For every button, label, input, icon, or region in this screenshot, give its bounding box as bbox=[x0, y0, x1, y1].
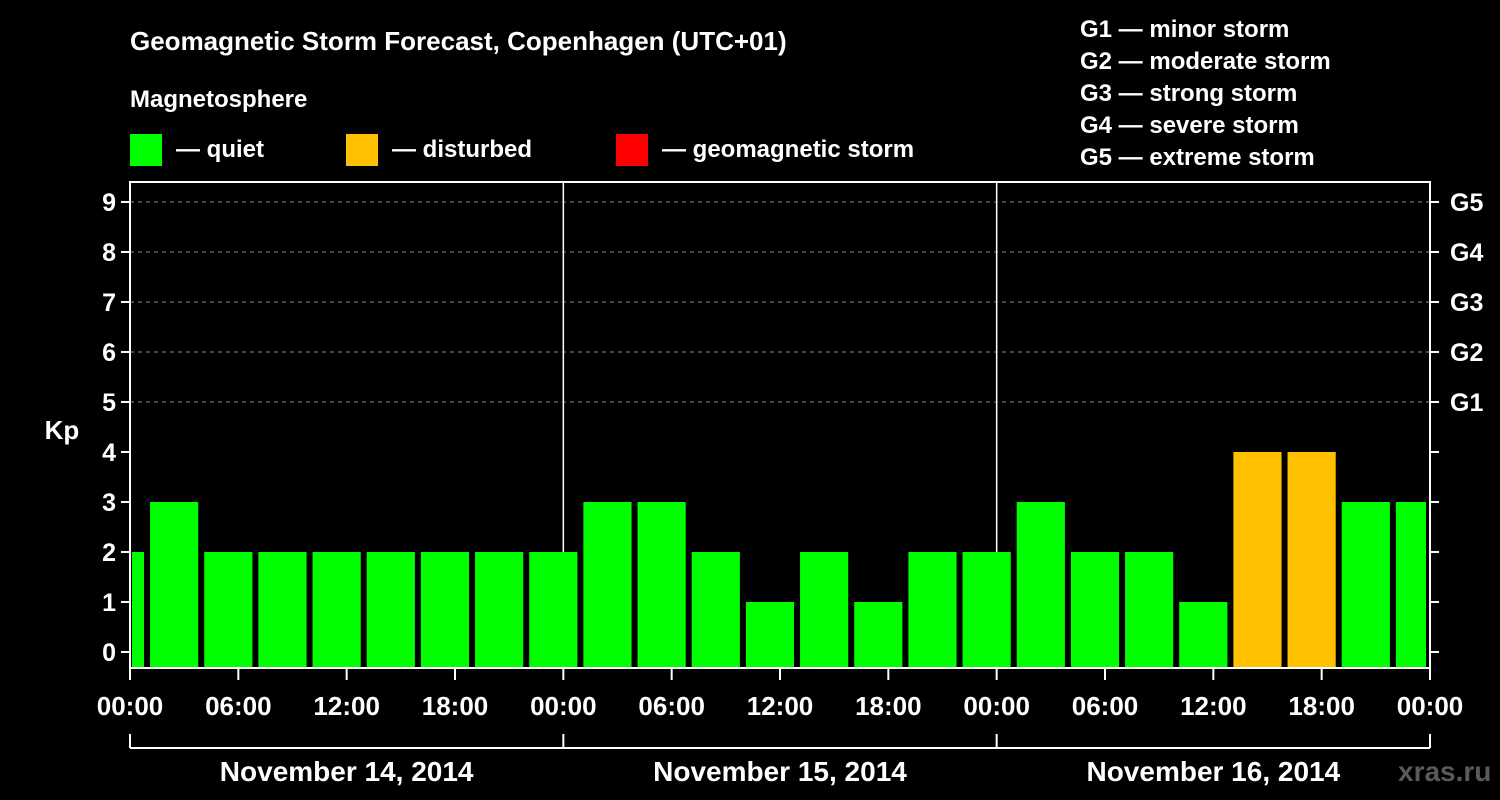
legend-swatch-quiet bbox=[130, 134, 162, 166]
y-tick-label-3: 3 bbox=[102, 489, 116, 517]
kp-bar-8 bbox=[529, 552, 578, 668]
axis-layer: 0 1 2 3 4 5 6 7 8 9 G1 G2 G3 G4 G5 00:00 06:00 12:00 18:00… bbox=[97, 181, 1483, 787]
y-tick-label-8: 8 bbox=[102, 239, 116, 267]
kp-bar-15 bbox=[908, 552, 957, 668]
y-tick-label-0: 0 bbox=[102, 639, 116, 667]
kp-bar-22 bbox=[1287, 452, 1336, 668]
kp-bar-10 bbox=[637, 502, 686, 668]
legend-disturbed: — disturbed bbox=[346, 133, 532, 167]
kp-bar-6 bbox=[420, 552, 470, 668]
storm-scale-g5: G5 — extreme storm bbox=[1080, 144, 1315, 171]
storm-scale-g4: G4 — severe storm bbox=[1080, 112, 1299, 139]
x-tick-label-6: 12:00 bbox=[747, 691, 814, 721]
bars-layer bbox=[132, 452, 1426, 668]
y-tick-label-6: 6 bbox=[102, 339, 116, 367]
legend-quiet: — quiet bbox=[130, 133, 264, 167]
kp-bar-3 bbox=[258, 552, 307, 668]
g-label-G4: G4 bbox=[1450, 239, 1483, 267]
x-tick-label-10: 12:00 bbox=[1180, 691, 1247, 721]
storm-scale-g1: G1 — minor storm bbox=[1080, 16, 1290, 43]
kp-bar-12 bbox=[745, 602, 795, 668]
legend-label-quiet: — quiet bbox=[176, 136, 264, 163]
kp-bar-11 bbox=[691, 552, 740, 668]
legend-label-storm: — geomagnetic storm bbox=[662, 136, 915, 163]
magnetosphere-title: Magnetosphere bbox=[130, 86, 308, 113]
y-tick-label-2: 2 bbox=[102, 539, 116, 567]
y-tick-label-7: 7 bbox=[102, 289, 116, 317]
kp-bar-1 bbox=[150, 502, 199, 668]
kp-bar-21 bbox=[1233, 452, 1282, 668]
day-label-1: November 15, 2014 bbox=[653, 756, 907, 787]
kp-bar-2 bbox=[204, 552, 253, 668]
y-tick-label-1: 1 bbox=[102, 589, 116, 617]
g-label-G3: G3 bbox=[1450, 289, 1483, 317]
g-label-G2: G2 bbox=[1450, 339, 1483, 367]
legend-storm: — geomagnetic storm bbox=[616, 133, 914, 167]
kp-bar-17 bbox=[1016, 502, 1065, 668]
kp-bar-20 bbox=[1179, 602, 1228, 668]
kp-bar-4 bbox=[312, 552, 361, 668]
g-label-G1: G1 bbox=[1450, 389, 1483, 417]
x-tick-label-3: 18:00 bbox=[422, 691, 489, 721]
g-label-G5: G5 bbox=[1450, 189, 1483, 217]
kp-bar-24 bbox=[1395, 502, 1426, 668]
kp-bar-16 bbox=[962, 552, 1011, 668]
kp-bar-14 bbox=[854, 602, 903, 668]
kp-bar-13 bbox=[800, 552, 849, 668]
kp-bar-19 bbox=[1125, 552, 1174, 668]
kp-bar-18 bbox=[1070, 552, 1120, 668]
kp-bar-5 bbox=[366, 552, 415, 668]
x-tick-label-12: 00:00 bbox=[1397, 691, 1464, 721]
storm-scale-legend: G1 — minor storm G2 — moderate storm G3 … bbox=[1080, 14, 1331, 174]
x-tick-label-0: 00:00 bbox=[97, 691, 164, 721]
x-tick-label-7: 18:00 bbox=[855, 691, 922, 721]
x-tick-label-11: 18:00 bbox=[1288, 691, 1355, 721]
chart-title: Geomagnetic Storm Forecast, Copenhagen (… bbox=[130, 26, 787, 56]
y-tick-label-9: 9 bbox=[102, 189, 116, 217]
storm-scale-g2: G2 — moderate storm bbox=[1080, 48, 1331, 75]
x-tick-label-8: 00:00 bbox=[963, 691, 1030, 721]
kp-bar-23 bbox=[1341, 502, 1390, 668]
y-tick-label-4: 4 bbox=[102, 439, 116, 467]
kp-bar-9 bbox=[583, 502, 632, 668]
kp-bar-0 bbox=[132, 552, 145, 668]
day-label-0: November 14, 2014 bbox=[220, 756, 474, 787]
y-tick-label-5: 5 bbox=[102, 389, 116, 417]
kp-bar-7 bbox=[475, 552, 524, 668]
storm-scale-g3: G3 — strong storm bbox=[1080, 80, 1298, 107]
legend-swatch-disturbed bbox=[346, 134, 378, 166]
watermark: xras.ru bbox=[1398, 756, 1492, 787]
day-label-2: November 16, 2014 bbox=[1086, 756, 1340, 787]
y-axis-label: Kp bbox=[45, 415, 80, 445]
legend-swatch-storm bbox=[616, 134, 648, 166]
x-tick-label-1: 06:00 bbox=[205, 691, 272, 721]
x-tick-label-5: 06:00 bbox=[638, 691, 705, 721]
legend-label-disturbed: — disturbed bbox=[392, 136, 533, 163]
x-tick-label-2: 12:00 bbox=[313, 691, 380, 721]
x-tick-label-4: 00:00 bbox=[530, 691, 597, 721]
x-tick-label-9: 06:00 bbox=[1072, 691, 1139, 721]
